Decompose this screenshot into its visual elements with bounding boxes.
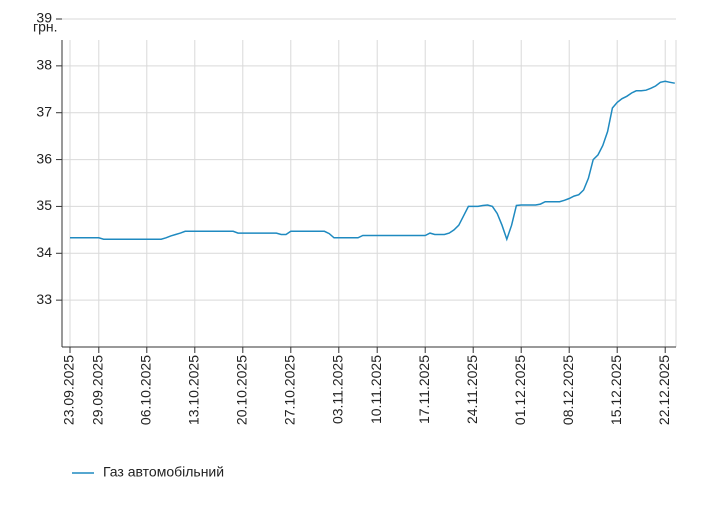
series-line <box>70 80 675 242</box>
x-tick-label: 29.09.2025 <box>90 355 106 425</box>
x-tick-label: 15.12.2025 <box>608 355 624 425</box>
x-tick-label: 13.10.2025 <box>186 355 202 425</box>
y-tick-label: 34 <box>36 244 52 260</box>
x-tick-label: 22.12.2025 <box>656 355 672 425</box>
y-tick-label: 33 <box>36 291 52 307</box>
x-tick-label: 23.09.2025 <box>61 355 77 425</box>
y-tick-label: 38 <box>36 57 52 73</box>
y-tick-label: 39 <box>36 10 52 26</box>
x-tick-label: 10.11.2025 <box>368 355 384 424</box>
y-tick-label: 35 <box>36 197 52 213</box>
y-unit: грн. <box>33 19 58 35</box>
y-tick-label: 37 <box>36 103 52 119</box>
x-tick-label: 17.11.2025 <box>416 355 432 424</box>
x-tick-label: 01.12.2025 <box>512 355 528 425</box>
x-tick-label: 20.10.2025 <box>234 355 250 425</box>
x-tick-label: 27.10.2025 <box>282 355 298 425</box>
x-tick-label: 08.12.2025 <box>560 355 576 425</box>
legend-label: Газ автомобільний <box>103 464 224 480</box>
x-tick-label: 24.11.2025 <box>464 355 480 424</box>
x-tick-label: 06.10.2025 <box>138 355 154 425</box>
y-tick-label: 36 <box>36 150 52 166</box>
x-tick-label: 03.11.2025 <box>330 355 346 424</box>
